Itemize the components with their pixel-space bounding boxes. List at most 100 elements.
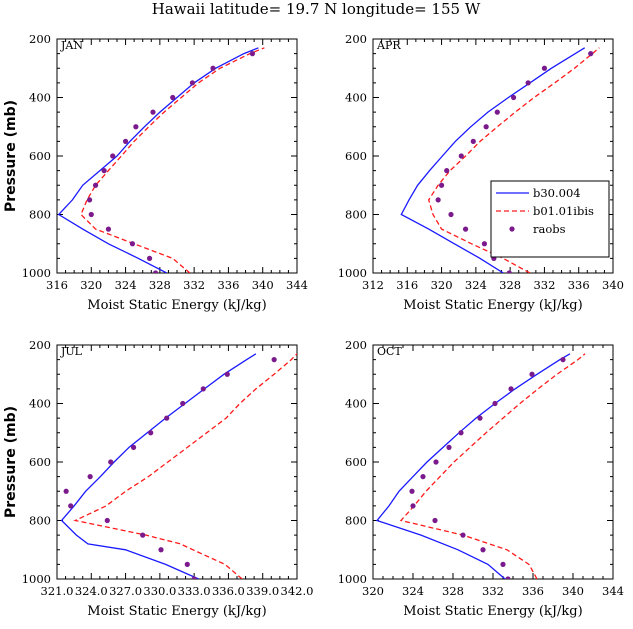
- raobs-point: [458, 430, 464, 436]
- raobs-point: [420, 474, 426, 480]
- x-axis-label: Moist Static Energy (kJ/kg): [87, 604, 266, 619]
- y-axis-label: Pressure (mb): [3, 406, 19, 518]
- y-tick-label: 800: [29, 208, 51, 222]
- raobs-point: [104, 517, 110, 524]
- raobs-point: [68, 503, 74, 509]
- x-tick-label: 324: [402, 584, 424, 598]
- raobs-point: [588, 51, 594, 57]
- raobs-point: [529, 371, 535, 377]
- series-line-b30-004: [400, 47, 586, 273]
- legend: b30.004 b01.01ibis raobs: [490, 180, 610, 258]
- panel-label: OCT: [377, 345, 402, 358]
- raobs-point: [433, 459, 439, 465]
- y-tick-label: 400: [345, 91, 367, 105]
- raobs-point: [146, 255, 153, 261]
- legend-entry: b30.004: [533, 186, 581, 200]
- y-tick-label: 400: [29, 91, 51, 105]
- raobs-point: [409, 488, 415, 494]
- raobs-point: [438, 182, 445, 188]
- raobs-point: [510, 94, 517, 101]
- raobs-point: [448, 211, 454, 218]
- x-tick-label: 336: [522, 584, 544, 598]
- x-tick-label: 332: [183, 278, 205, 292]
- x-tick-label: 342.0: [281, 584, 314, 598]
- y-tick-label: 600: [29, 149, 51, 163]
- x-tick-label: 327.0: [109, 584, 142, 598]
- panel-apr: APR 312 316 320 324 328 332 336 340 200 400 600 800 1…: [338, 32, 624, 313]
- raobs-point: [200, 386, 206, 392]
- raobs-point: [470, 138, 476, 144]
- x-tick-label: 336.0: [212, 584, 245, 598]
- panel-label: JAN: [60, 39, 83, 52]
- x-tick-label: 340: [602, 278, 624, 292]
- raobs-point: [446, 444, 452, 450]
- figure-title: Hawaii latitude= 19.7 N longitude= 155 W: [152, 0, 481, 18]
- x-tick-label: 312: [362, 278, 384, 292]
- x-tick-label: 332: [533, 278, 555, 292]
- x-tick-label: 336: [217, 278, 239, 292]
- y-axis-label: Pressure (mb): [3, 100, 19, 212]
- raobs-point: [492, 400, 498, 407]
- y-tick-label: 600: [345, 455, 367, 469]
- raobs-point: [191, 576, 197, 579]
- x-tick-label: 316: [396, 278, 418, 292]
- raobs-point: [129, 241, 136, 247]
- raobs-point: [560, 357, 566, 363]
- x-tick-label: 344: [286, 278, 308, 292]
- raobs-point: [410, 503, 416, 509]
- raobs-point: [460, 532, 466, 538]
- y-tick-label: 800: [29, 514, 51, 528]
- plot-frame: [56, 344, 298, 580]
- raobs-point: [86, 197, 93, 203]
- raobs-point: [122, 138, 129, 144]
- raobs-point: [87, 474, 93, 480]
- series-line-b01-01ibis: [399, 353, 586, 579]
- raobs-point: [494, 109, 500, 115]
- y-tick-label: 600: [29, 455, 51, 469]
- raobs-point: [140, 532, 146, 538]
- x-tick-label: 320: [80, 278, 102, 292]
- raobs-point: [435, 197, 441, 203]
- raobs-point: [483, 124, 489, 130]
- x-axis-label: Moist Static Energy (kJ/kg): [403, 604, 582, 619]
- series-line-b01-01ibis: [73, 353, 297, 579]
- raobs-point: [92, 182, 99, 188]
- x-tick-label: 340: [252, 278, 274, 292]
- legend-entry: raobs: [533, 222, 566, 236]
- x-tick-label: 344: [602, 584, 624, 598]
- raobs-point: [210, 65, 216, 71]
- raobs-point: [525, 80, 531, 86]
- x-tick-label: 332: [482, 584, 504, 598]
- raobs-point: [481, 241, 488, 247]
- series-line-b01-01ibis: [427, 47, 600, 273]
- y-tick-label: 200: [345, 32, 367, 46]
- plot-frame: [56, 38, 298, 274]
- raobs-point: [480, 547, 486, 553]
- raobs-point: [150, 109, 156, 115]
- panel-jan: JAN 316 320 324 328 332 336 340 344 200 400 600 800 1…: [3, 32, 308, 313]
- x-tick-label: 316: [46, 278, 68, 292]
- y-tick-label: 200: [29, 338, 51, 352]
- panel-oct: OCT 320 324 328 332 336 340 344 200 400 600 800 1000…: [338, 338, 624, 619]
- panel-label: JUL: [60, 345, 83, 358]
- raobs-point: [152, 270, 159, 273]
- y-tick-label: 400: [345, 397, 367, 411]
- raobs-point: [130, 444, 137, 450]
- y-tick-label: 800: [345, 514, 367, 528]
- x-axis-label: Moist Static Energy (kJ/kg): [87, 298, 266, 313]
- raobs-point: [158, 547, 164, 553]
- legend-swatch-raobs: [509, 226, 515, 232]
- y-tick-label: 800: [345, 208, 367, 222]
- raobs-point: [458, 153, 464, 159]
- series-line-b30-004: [57, 47, 259, 273]
- raobs-point: [462, 226, 469, 232]
- raobs-point: [108, 459, 114, 465]
- y-tick-label: 1000: [22, 572, 51, 586]
- x-tick-label: 330.0: [143, 584, 176, 598]
- y-tick-label: 1000: [22, 266, 51, 280]
- raobs-point: [133, 124, 139, 130]
- raobs-point: [500, 561, 506, 567]
- x-tick-label: 320: [431, 278, 453, 292]
- plot-frame: [372, 344, 614, 580]
- legend-entry: b01.01ibis: [533, 204, 594, 218]
